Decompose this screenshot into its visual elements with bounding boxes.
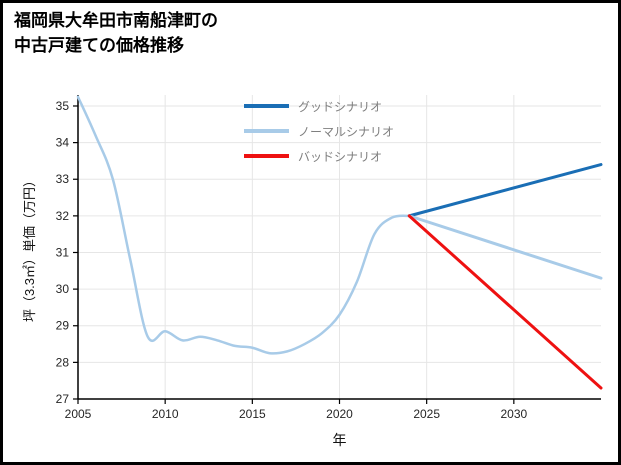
chart-title-line1: 福岡県大牟田市南船津町の (14, 11, 218, 30)
y-tick-label: 34 (56, 136, 70, 150)
legend: グッドシナリオ ノーマルシナリオ バッドシナリオ (244, 98, 394, 164)
y-tick-label: 27 (56, 392, 70, 406)
x-tick-label: 2020 (326, 407, 353, 421)
legend-swatch-bad (244, 154, 289, 158)
series-line-bad (407, 214, 603, 390)
y-tick-label: 28 (56, 355, 70, 369)
legend-item-normal: ノーマルシナリオ (244, 123, 394, 139)
y-tick-label: 35 (56, 99, 70, 113)
x-tick-label: 2015 (239, 407, 266, 421)
y-tick-label: 32 (56, 209, 70, 223)
x-axis-label: 年 (332, 432, 347, 448)
legend-label-normal: ノーマルシナリオ (298, 124, 395, 139)
x-tick-label: 2010 (152, 407, 179, 421)
y-axis-label: 坪（3.3㎡）単価（万円） (22, 173, 37, 323)
y-tick-label: 31 (56, 245, 70, 259)
y-tick-label: 29 (56, 319, 70, 333)
chart-title: 福岡県大牟田市南船津町の 中古戸建ての価格推移 (14, 9, 218, 58)
x-tick-label: 2030 (500, 407, 527, 421)
x-tick-label: 2025 (413, 407, 440, 421)
series-line-normal (407, 214, 603, 280)
legend-swatch-good (244, 104, 289, 108)
legend-item-bad: バッドシナリオ (244, 148, 394, 164)
series-line-good (407, 163, 603, 218)
legend-item-good: グッドシナリオ (244, 98, 394, 114)
y-tick-label: 30 (56, 282, 70, 296)
x-tick-label: 2005 (65, 407, 92, 421)
series-line-history (76, 95, 411, 355)
price-trend-chart: 2005 2010 2015 2020 2025 2030 27 28 29 30 31 32 33 34… (56, 95, 603, 421)
chart-title-line2: 中古戸建ての価格推移 (14, 35, 184, 55)
legend-label-good: グッドシナリオ (298, 99, 383, 114)
legend-swatch-normal (244, 129, 289, 133)
legend-label-bad: バッドシナリオ (298, 149, 383, 164)
y-tick-label: 33 (56, 172, 70, 186)
